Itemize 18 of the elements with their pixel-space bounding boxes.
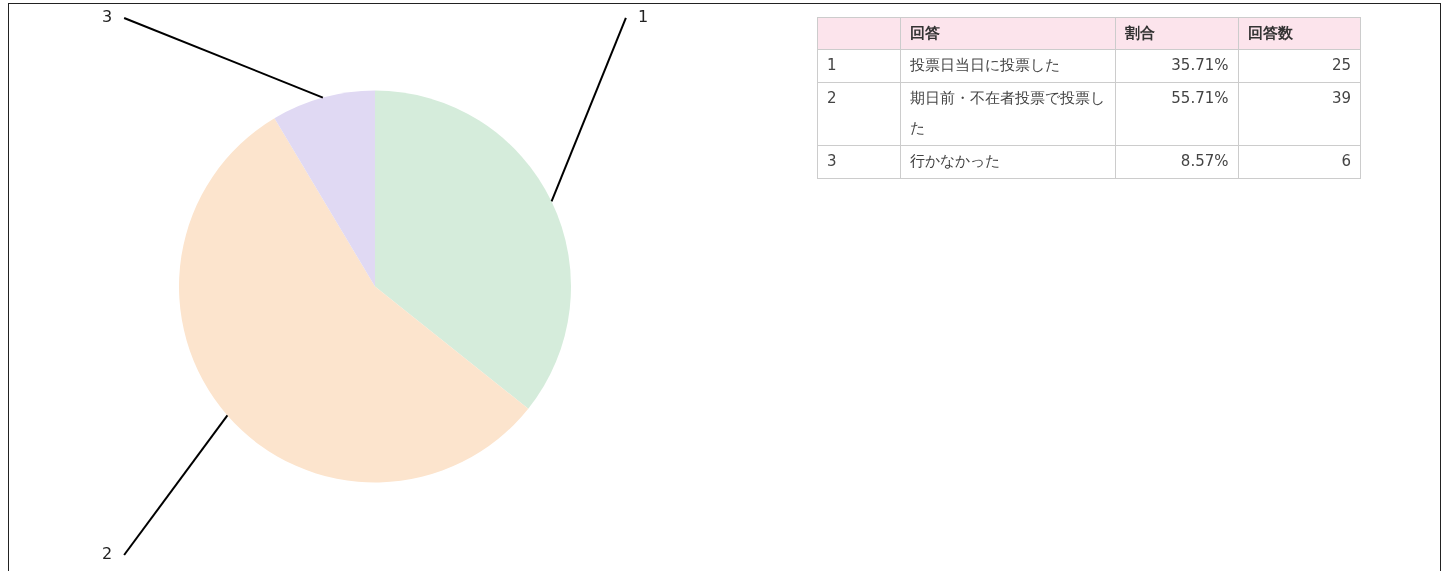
slice-label: 3 [101,7,113,27]
category-label: 3 [827,152,837,170]
text: 39 [1238,82,1361,146]
slice-label: 2 [101,544,113,564]
text: 8.57% [1115,145,1238,179]
text: 期日前・不在者投票で投票した [900,82,1116,146]
text: 回答数 [1238,17,1361,50]
text: 割合 [1115,17,1238,50]
text: 回答 [900,17,1116,50]
text: 6 [1238,145,1361,179]
text: 35.71% [1115,49,1238,83]
slice-label: 1 [637,7,649,27]
category-label: 2 [827,89,837,107]
text: 行かなかった [900,145,1116,179]
text: 投票日当日に投票した [900,49,1116,83]
text: 25 [1238,49,1361,83]
category-label: 1 [827,56,837,74]
text: 55.71% [1115,82,1238,146]
